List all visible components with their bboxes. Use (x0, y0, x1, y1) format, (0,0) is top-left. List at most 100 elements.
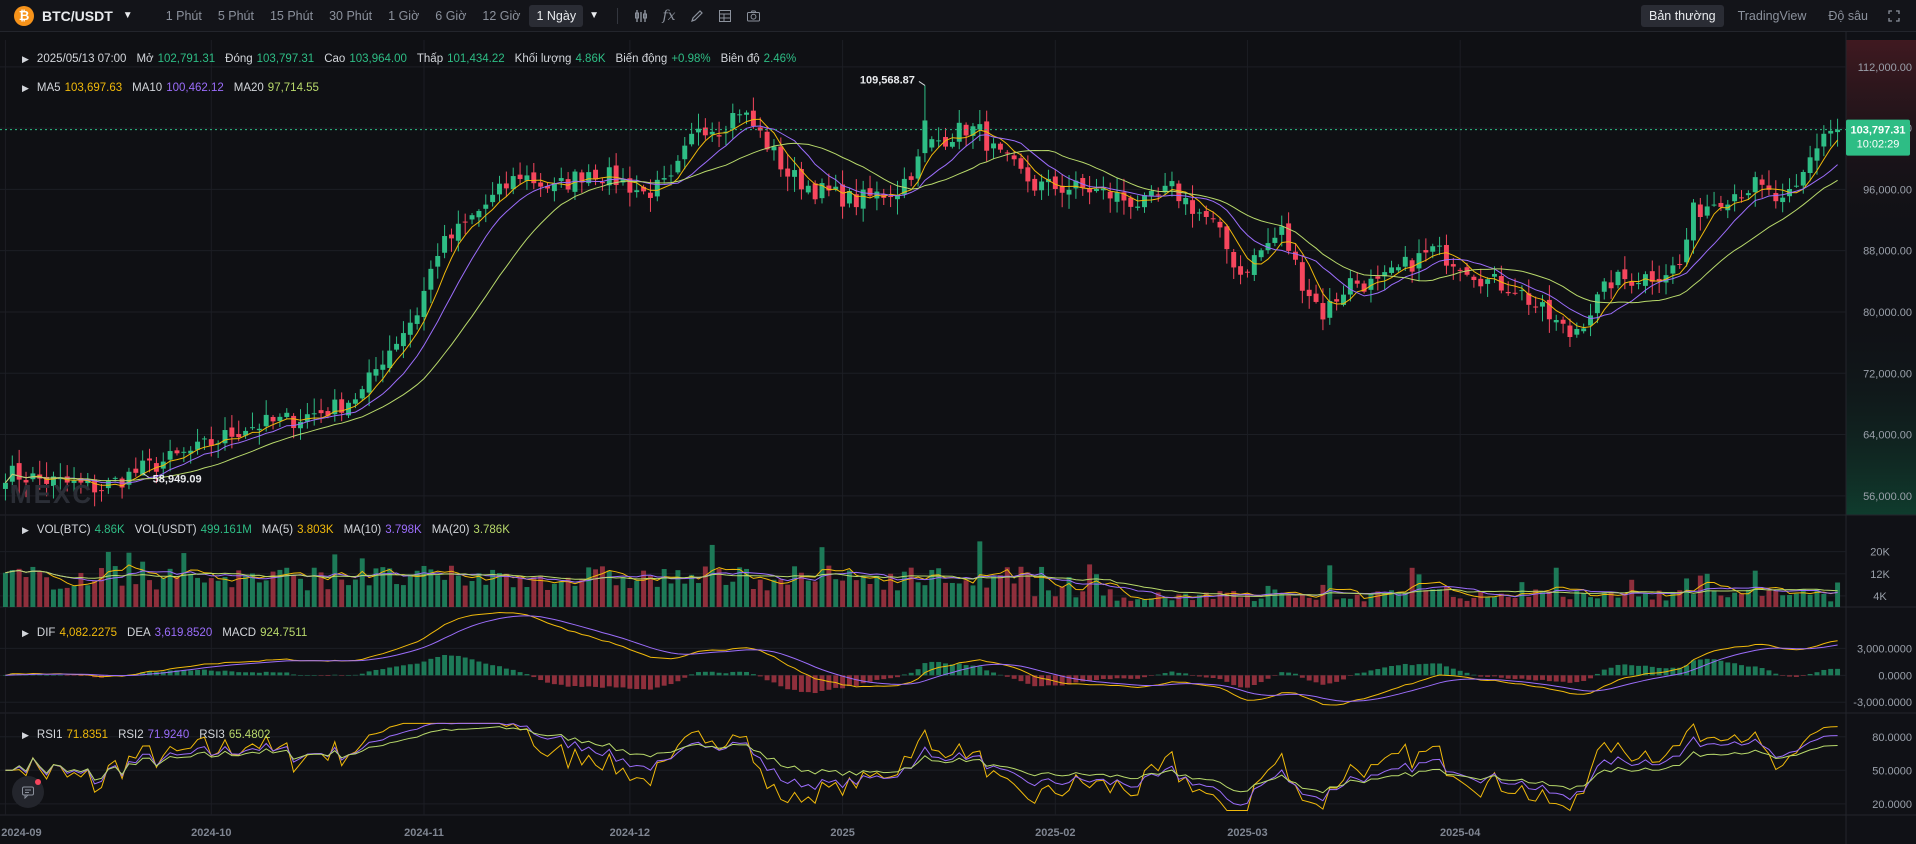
candles (2, 85, 1841, 507)
camera-icon[interactable] (740, 3, 766, 29)
volume-bar (9, 570, 15, 607)
volume-bar (1457, 598, 1463, 607)
macd-bar (284, 672, 290, 676)
view-tab[interactable]: Độ sâu (1828, 9, 1868, 23)
interval-tab[interactable]: 12 Giờ (482, 8, 521, 23)
candle-body (1066, 189, 1072, 195)
candle (243, 427, 249, 439)
pencil-icon[interactable] (684, 3, 710, 29)
candle (1553, 314, 1559, 331)
candle-body (1498, 276, 1504, 291)
volume-bar (1581, 593, 1587, 607)
candle-body (1004, 152, 1010, 154)
candle (1780, 183, 1786, 213)
candle (1210, 211, 1216, 223)
volume-bar (1636, 596, 1642, 607)
candle-body (249, 427, 255, 429)
candle-body (1629, 281, 1635, 286)
volume-bar (394, 584, 400, 607)
macd-bar (675, 675, 681, 682)
candle (71, 467, 77, 493)
candle-body (1361, 283, 1367, 292)
macd-bar (195, 669, 201, 676)
candle (991, 138, 997, 160)
volume-bar (812, 581, 818, 607)
candle-body (1814, 148, 1820, 161)
vol-collapse-triangle-icon[interactable]: ▶ (22, 524, 29, 535)
candle-body (915, 156, 921, 179)
chevron-down-icon[interactable]: ▼ (122, 10, 133, 21)
indicator-icon[interactable] (628, 3, 654, 29)
rsi-collapse-triangle-icon[interactable]: ▶ (22, 729, 29, 740)
chat-button[interactable] (12, 776, 44, 808)
candle (270, 415, 276, 430)
volume-bar (188, 573, 194, 607)
candle (1732, 184, 1738, 212)
interval-tab[interactable]: 5 Phút (217, 8, 254, 23)
macd-bar (867, 675, 873, 682)
interval-tab[interactable]: 1 Ngày (529, 4, 584, 27)
candle (750, 97, 756, 129)
layout-icon[interactable] (712, 3, 738, 29)
macd-bar (1203, 675, 1209, 678)
interval-tab[interactable]: 1 Phút (165, 8, 202, 23)
volume-bar (778, 579, 784, 607)
interval-more-chevron-icon[interactable]: ▼ (589, 10, 599, 21)
candle (1498, 265, 1504, 294)
macd-bar (1011, 675, 1017, 679)
candle (181, 447, 187, 463)
candle-body (1224, 226, 1230, 250)
candle-body (1080, 178, 1086, 188)
candle (599, 177, 605, 191)
view-tab[interactable]: TradingView (1737, 9, 1807, 23)
open-value: 102,791.31 (157, 53, 216, 65)
candle-body (970, 126, 976, 136)
macd-bar (1732, 663, 1738, 676)
candle-body (92, 479, 98, 493)
view-tab[interactable]: Bản thường (1640, 5, 1724, 27)
candle (147, 448, 153, 473)
candle-body (860, 189, 866, 209)
volume-tick-label: 12K (1870, 569, 1890, 581)
collapse-triangle-icon[interactable]: ▶ (22, 53, 29, 64)
macd-bar (545, 675, 550, 683)
volume-bar (92, 580, 98, 607)
volume-bar (1533, 589, 1539, 607)
candle-body (1299, 262, 1305, 291)
interval-tab[interactable]: 30 Phút (329, 8, 373, 23)
fullscreen-icon[interactable] (1882, 4, 1906, 28)
macd-collapse-triangle-icon[interactable]: ▶ (22, 627, 29, 638)
macd-bar (1196, 675, 1202, 677)
macd-bar (1306, 675, 1312, 681)
macd-bar (1389, 665, 1395, 676)
symbol-selector[interactable]: ₿ BTC/USDT ▼ (14, 5, 141, 26)
volume-bar (1361, 601, 1367, 607)
interval-tab[interactable]: 15 Phút (269, 8, 314, 23)
macd-bar (71, 675, 77, 676)
candle-body (675, 160, 681, 173)
macd-bar (798, 675, 804, 692)
candle (1382, 265, 1388, 291)
macd-bar (997, 674, 1003, 676)
candle-body (1279, 226, 1285, 235)
volume-bar (1196, 594, 1202, 607)
candle (1485, 277, 1491, 297)
volume-bar (599, 566, 605, 607)
vol-btc-value: 4.86K (94, 524, 125, 536)
macd-bar (1368, 670, 1374, 676)
volume-bar (222, 576, 228, 607)
interval-tab[interactable]: 6 Giờ (435, 8, 467, 23)
candle-body (243, 430, 249, 436)
candle-body (270, 416, 276, 422)
interval-tab[interactable]: 1 Giờ (388, 8, 420, 23)
formula-icon[interactable]: fx (662, 7, 676, 24)
candle-body (984, 121, 990, 151)
volume-bar (1004, 567, 1010, 607)
macd-tick-label: 3,000.0000 (1857, 643, 1912, 655)
candle (675, 155, 681, 175)
volume-bar (826, 565, 832, 607)
ma-collapse-triangle-icon[interactable]: ▶ (22, 82, 29, 93)
candle (476, 209, 482, 227)
close-label: Đóng (225, 53, 253, 65)
